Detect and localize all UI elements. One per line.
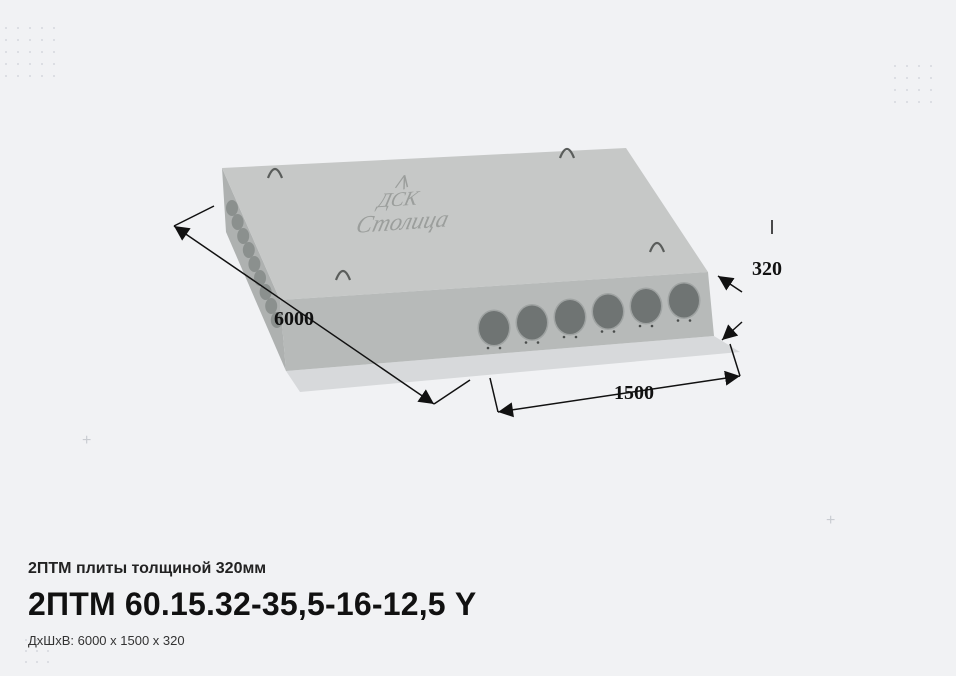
dimension-width-label: 1500: [614, 382, 654, 405]
product-title: 2ПТМ 60.15.32-35,5-16-12,5 Y: [28, 586, 476, 623]
decor-plus-2: +: [826, 512, 835, 530]
dimension-height-label: 320: [752, 258, 782, 281]
slab-diagram: ДСК Столица: [0, 0, 956, 500]
product-text-block: 2ПТМ плиты толщиной 320мм 2ПТМ 60.15.32-…: [28, 560, 476, 648]
product-dimensions-line: ДхШхВ: 6000 x 1500 x 320: [28, 633, 476, 648]
dimension-length-label: 6000: [274, 308, 314, 331]
product-subtitle: 2ПТМ плиты толщиной 320мм: [28, 560, 476, 578]
